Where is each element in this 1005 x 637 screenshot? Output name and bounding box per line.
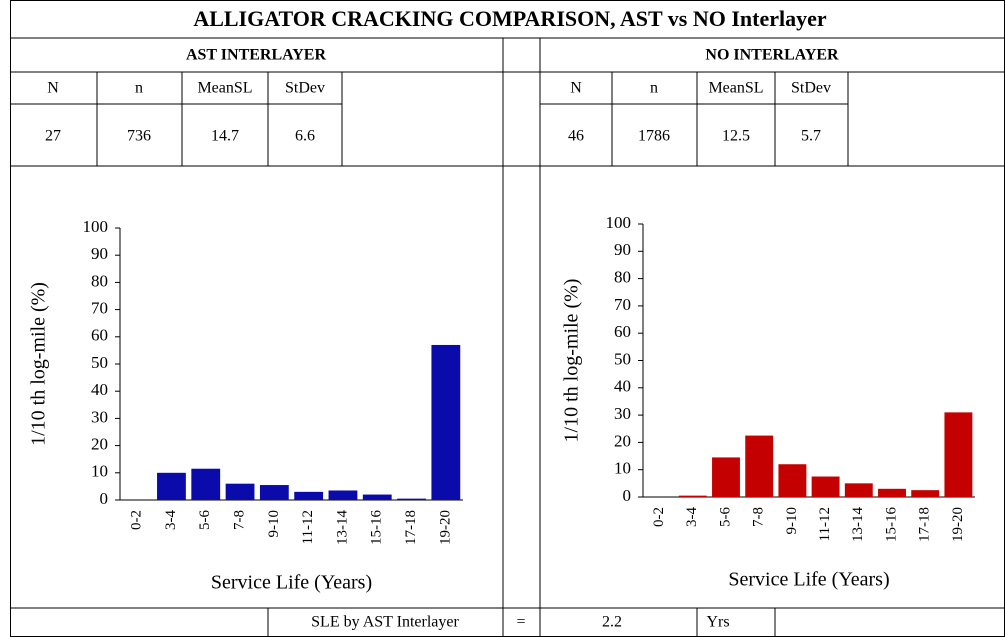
x-tick-label: 9-10	[266, 510, 282, 538]
bar	[328, 490, 358, 500]
cell-value: 27	[45, 128, 61, 145]
x-tick-label: 0-2	[651, 507, 667, 527]
column-header: MeanSL	[708, 80, 763, 97]
bar	[911, 490, 940, 497]
x-tick-label: 0-2	[129, 510, 145, 530]
x-axis-title: Service Life (Years)	[728, 569, 889, 591]
x-tick-label: 7-8	[751, 507, 767, 527]
x-tick-label: 15-16	[883, 507, 899, 542]
y-tick-label: 60	[91, 326, 108, 345]
cell-value: 14.7	[211, 128, 239, 145]
y-tick-label: 30	[614, 404, 631, 423]
y-tick-label: 90	[91, 244, 108, 263]
bar	[259, 485, 289, 500]
bar	[944, 412, 973, 497]
section-heading: NO INTERLAYER	[705, 47, 839, 64]
x-tick-label: 15-16	[369, 510, 385, 545]
bar	[191, 468, 221, 500]
y-tick-label: 20	[614, 431, 631, 450]
table-grid	[10, 0, 1005, 637]
x-tick-label: 7-8	[231, 510, 247, 530]
x-tick-label: 5-6	[717, 507, 733, 527]
cell-value: 6.6	[295, 128, 315, 145]
x-axis-title: Service Life (Years)	[211, 572, 372, 594]
x-tick-label: 3-4	[163, 510, 179, 530]
y-tick-label: 30	[91, 407, 108, 426]
bar	[157, 472, 186, 500]
y-tick-label: 10	[614, 459, 631, 478]
bar	[811, 476, 840, 497]
y-tick-label: 90	[614, 240, 631, 259]
x-tick-label: 17-18	[917, 507, 933, 542]
y-axis-title: 1/10 th log-mile (%)	[561, 279, 583, 443]
x-tick-label: 19-20	[950, 507, 966, 542]
y-tick-label: 70	[91, 299, 108, 318]
page-title: ALLIGATOR CRACKING COMPARISON, AST vs NO…	[193, 6, 827, 31]
bar	[225, 483, 255, 500]
column-header: StDev	[285, 80, 325, 97]
bar	[844, 483, 873, 497]
x-tick-label: 11-12	[300, 510, 316, 544]
y-tick-label: 70	[614, 295, 631, 314]
x-tick-label: 3-4	[684, 507, 700, 527]
bar	[712, 457, 740, 497]
x-tick-label: 19-20	[437, 510, 453, 545]
column-header: n	[650, 80, 658, 97]
bar	[397, 498, 426, 500]
y-tick-label: 60	[614, 322, 631, 341]
cell-value: 1786	[638, 128, 670, 145]
cell-value: 46	[568, 128, 584, 145]
footer-value: 2.2	[602, 614, 622, 631]
bar	[778, 464, 807, 497]
cell-value: 12.5	[722, 128, 750, 145]
x-tick-label: 5-6	[197, 510, 213, 530]
footer-label: SLE by AST Interlayer	[311, 614, 459, 631]
y-tick-label: 80	[91, 271, 108, 290]
x-tick-label: 11-12	[817, 507, 833, 541]
y-tick-label: 40	[91, 380, 108, 399]
column-header: n	[135, 80, 143, 97]
y-axis-title: 1/10 th log-mile (%)	[28, 282, 50, 446]
y-tick-label: 0	[100, 489, 109, 508]
bar	[678, 495, 707, 497]
x-tick-label: 13-14	[850, 507, 866, 542]
bar	[362, 494, 392, 500]
column-header: StDev	[791, 80, 831, 97]
y-tick-label: 80	[614, 268, 631, 287]
column-header: MeanSL	[197, 80, 252, 97]
x-tick-label: 9-10	[784, 507, 800, 535]
x-tick-label: 13-14	[334, 510, 350, 545]
column-header: N	[570, 80, 582, 97]
y-tick-label: 40	[614, 377, 631, 396]
footer-equals: =	[516, 614, 525, 631]
bar	[878, 488, 906, 497]
y-tick-label: 10	[91, 462, 108, 481]
cell-value: 5.7	[801, 128, 821, 145]
y-tick-label: 50	[614, 349, 631, 368]
y-tick-label: 0	[623, 486, 632, 505]
section-heading: AST INTERLAYER	[186, 47, 327, 64]
y-tick-label: 100	[606, 213, 632, 232]
y-tick-label: 20	[91, 435, 108, 454]
bar	[745, 435, 774, 497]
bar	[431, 344, 461, 500]
x-tick-label: 17-18	[403, 510, 419, 545]
footer-unit: Yrs	[706, 614, 729, 631]
y-tick-label: 100	[83, 217, 109, 236]
bar	[294, 491, 324, 500]
y-tick-label: 50	[91, 353, 108, 372]
column-header: N	[47, 80, 59, 97]
cell-value: 736	[127, 128, 151, 145]
